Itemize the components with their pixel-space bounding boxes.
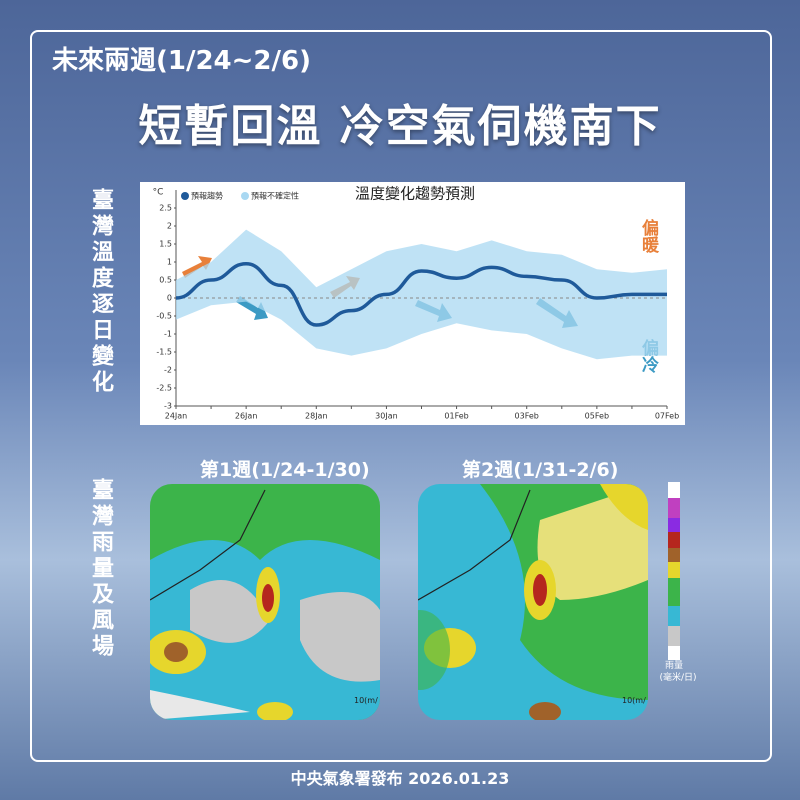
y-tick-label: -1: [164, 330, 172, 339]
rain-map: 10(m/: [150, 484, 380, 720]
y-tick-label: -1.5: [156, 348, 172, 357]
side-label: 臺灣溫度逐日變化: [88, 188, 113, 396]
arrow: [182, 256, 212, 278]
map-title: 第2週(1/31-2/6): [462, 459, 619, 481]
y-unit: °C: [153, 188, 164, 198]
legend-swatch: [241, 192, 249, 200]
side-label: 臺灣雨量及風場: [88, 478, 113, 660]
legend-swatch: [181, 192, 189, 200]
x-tick-label: 28Jan: [305, 412, 328, 421]
map-scale: 10(m/: [622, 696, 646, 705]
y-tick-label: -2: [164, 366, 172, 375]
y-tick-label: -0.5: [156, 312, 172, 321]
y-tick-label: 1: [167, 258, 172, 267]
uncertainty-band: [176, 229, 667, 360]
map-scale: 10(m/: [354, 696, 378, 705]
rain-legend: 雨量(毫米/日): [659, 660, 696, 683]
title: 短暫回溫 冷空氣伺機南下: [138, 101, 662, 152]
rain-map: 10(m/: [418, 484, 648, 720]
y-tick-label: 1.5: [159, 240, 172, 249]
trend-line: [175, 262, 667, 327]
warm-label: 偏暖: [638, 218, 659, 254]
map-title: 第1週(1/24-1/30): [200, 459, 370, 481]
footer: 中央氣象署發布 2026.01.23: [290, 769, 510, 788]
arrow: [236, 296, 268, 320]
chart-title: 溫度變化趨勢預測: [355, 185, 475, 203]
x-tick-label: 03Feb: [515, 412, 539, 421]
y-tick-label: 0.5: [159, 276, 172, 285]
y-tick-label: -3: [164, 402, 172, 411]
x-tick-label: 24Jan: [165, 412, 188, 421]
x-tick-label: 01Feb: [444, 412, 468, 421]
x-tick-label: 05Feb: [585, 412, 609, 421]
x-tick-label: 07Feb: [655, 412, 679, 421]
legend-label: 預報不確定性: [251, 191, 299, 201]
x-tick-label: 30Jan: [375, 412, 398, 421]
y-tick-label: 2: [167, 222, 172, 231]
subtitle: 未來兩週(1/24~2/6): [52, 46, 311, 76]
y-tick-label: -2.5: [156, 384, 172, 393]
color-bar: [668, 482, 680, 660]
y-tick-label: 0: [167, 294, 172, 303]
x-tick-label: 26Jan: [235, 412, 258, 421]
legend-label: 預報趨勢: [191, 191, 223, 201]
frame: [30, 30, 772, 762]
y-tick-label: 2.5: [159, 204, 172, 213]
